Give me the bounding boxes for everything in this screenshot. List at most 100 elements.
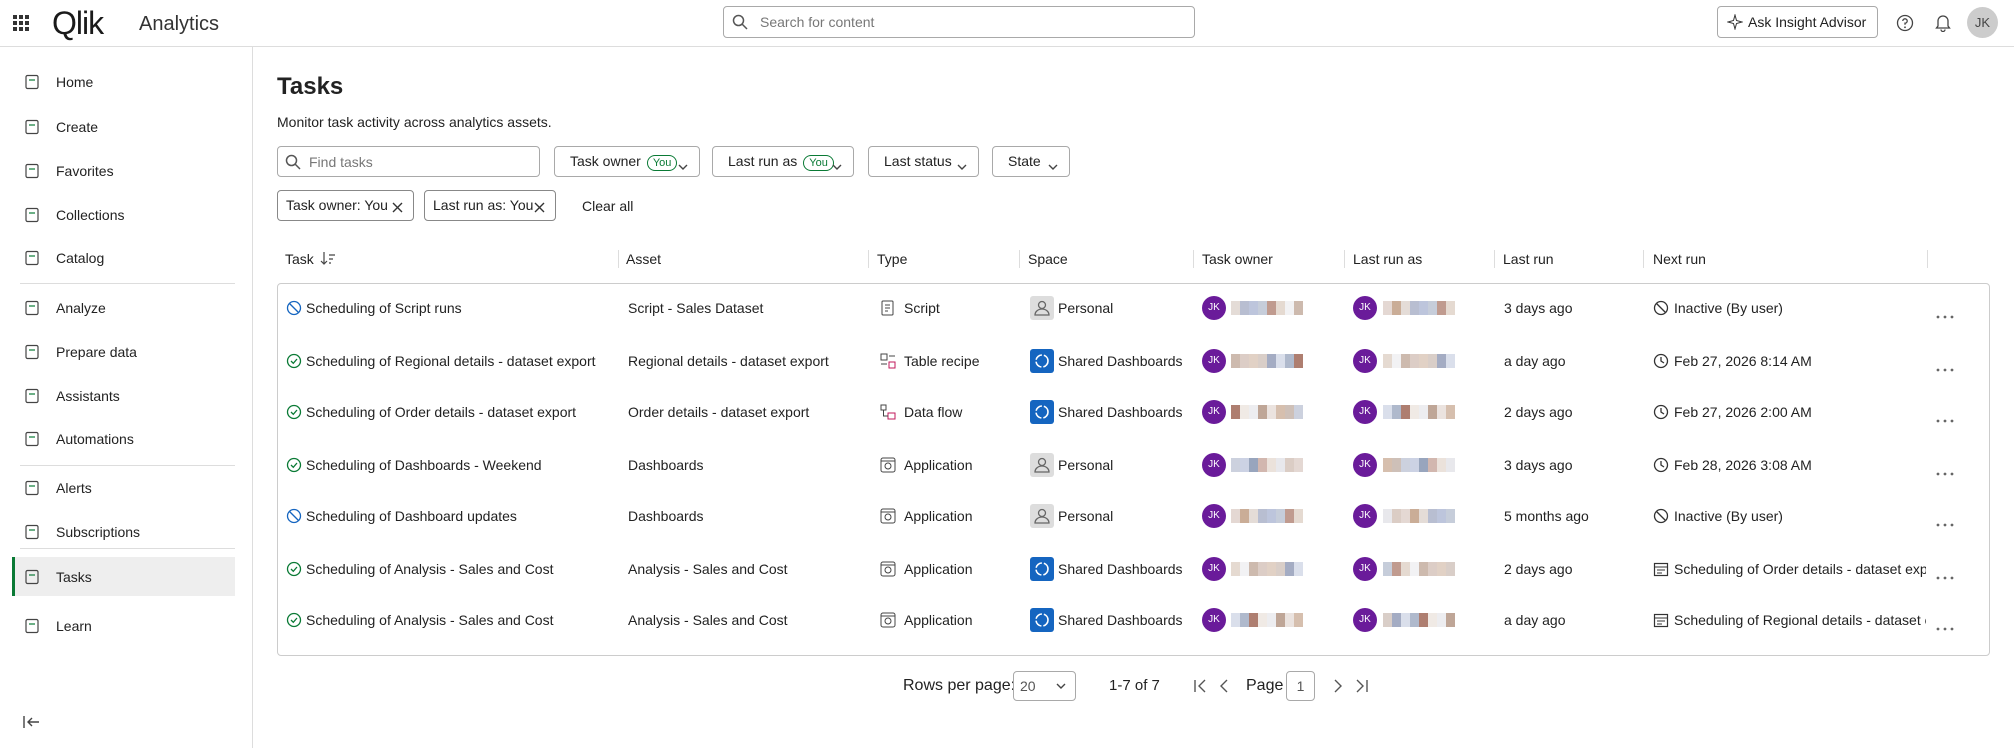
row-menu[interactable]: [1936, 514, 1954, 518]
nav-item[interactable]: Alerts: [56, 478, 92, 498]
space-label: Personal: [1058, 506, 1113, 526]
row-menu[interactable]: [1936, 567, 1954, 571]
type-icon: [879, 507, 897, 525]
nav-icon: [24, 524, 40, 540]
filter-dropdown[interactable]: State: [992, 146, 1070, 177]
filter-label: Last run as: [728, 153, 797, 169]
menu-icon[interactable]: [13, 15, 29, 31]
row-menu[interactable]: [1936, 306, 1954, 310]
redacted-name: [1276, 301, 1285, 315]
redacted-name: [1285, 613, 1294, 627]
nav-item[interactable]: Create: [56, 117, 98, 137]
space-icon: [1030, 504, 1054, 528]
redacted-name: [1231, 562, 1240, 576]
nav-item[interactable]: Collections: [56, 205, 124, 225]
row-menu[interactable]: [1936, 359, 1954, 363]
nav-item[interactable]: Automations: [56, 429, 134, 449]
column-separator: [618, 250, 619, 268]
nav-item[interactable]: Subscriptions: [56, 522, 140, 542]
task-name[interactable]: Scheduling of Analysis - Sales and Cost: [306, 559, 553, 579]
nav-icon: [24, 569, 40, 585]
next-run-icon: [1653, 404, 1669, 420]
redacted-name: [1267, 458, 1276, 472]
column-separator: [1927, 250, 1928, 268]
sparkle-icon: [1727, 14, 1743, 30]
nav-item[interactable]: Learn: [56, 616, 92, 636]
nav-item[interactable]: Prepare data: [56, 342, 137, 362]
redacted-name: [1383, 354, 1392, 368]
status-icon: [286, 404, 302, 420]
task-name[interactable]: Scheduling of Regional details - dataset…: [306, 351, 596, 371]
task-name[interactable]: Scheduling of Script runs: [306, 298, 462, 318]
status-icon: [286, 612, 302, 628]
chevron: [678, 158, 688, 166]
asset-name: Regional details - dataset export: [628, 351, 829, 371]
owner-avatar: JK: [1202, 557, 1226, 581]
filter-label: Task owner: [570, 153, 641, 169]
redacted-name: [1419, 509, 1428, 523]
nav-item[interactable]: Assistants: [56, 386, 120, 406]
redacted-name: [1383, 562, 1392, 576]
next-run: Feb 27, 2026 2:00 AM: [1674, 402, 1812, 422]
row-menu[interactable]: [1936, 410, 1954, 414]
clear-all[interactable]: Clear all: [582, 196, 633, 216]
redacted-name: [1249, 509, 1258, 523]
next-run: Feb 28, 2026 3:08 AM: [1674, 455, 1812, 475]
nav-item[interactable]: Tasks: [56, 567, 92, 587]
user-avatar[interactable]: JK: [1967, 7, 1998, 38]
logo[interactable]: Qlik: [52, 4, 103, 42]
column-header: Last run as: [1353, 249, 1422, 269]
redacted-name: [1410, 354, 1419, 368]
redacted-name: [1240, 405, 1249, 419]
redacted-name: [1249, 458, 1258, 472]
row-menu[interactable]: [1936, 463, 1954, 467]
search-placeholder: Search for content: [760, 12, 874, 32]
redacted-name: [1383, 509, 1392, 523]
task-name[interactable]: Scheduling of Dashboards - Weekend: [306, 455, 542, 475]
redacted-name: [1258, 301, 1267, 315]
sidebar-divider: [20, 465, 235, 466]
asset-name: Analysis - Sales and Cost: [628, 610, 788, 630]
task-name[interactable]: Scheduling of Order details - dataset ex…: [306, 402, 576, 422]
last-run: 2 days ago: [1504, 559, 1573, 579]
type-label: Table recipe: [904, 351, 980, 371]
redacted-name: [1231, 458, 1240, 472]
column-header: Last run: [1503, 249, 1554, 269]
redacted-name: [1267, 509, 1276, 523]
redacted-name: [1276, 458, 1285, 472]
redacted-name: [1401, 509, 1410, 523]
page-input[interactable]: 1: [1286, 671, 1315, 701]
sidebar-border: [252, 47, 253, 748]
chevron: [1056, 682, 1066, 690]
collapse-icon[interactable]: [23, 715, 41, 729]
redacted-name: [1410, 405, 1419, 419]
redacted-name: [1401, 405, 1410, 419]
redacted-name: [1294, 354, 1303, 368]
row-menu[interactable]: [1936, 618, 1954, 622]
owner-avatar: JK: [1202, 296, 1226, 320]
redacted-name: [1428, 458, 1437, 472]
redacted-name: [1285, 301, 1294, 315]
run-as-avatar: JK: [1353, 504, 1377, 528]
bell-icon[interactable]: [1934, 13, 1952, 32]
task-name[interactable]: Scheduling of Dashboard updates: [306, 506, 517, 526]
active-nav-bg: [12, 557, 235, 596]
redacted-name: [1267, 354, 1276, 368]
type-label: Data flow: [904, 402, 962, 422]
task-name[interactable]: Scheduling of Analysis - Sales and Cost: [306, 610, 553, 630]
space-label: Shared Dashboards: [1058, 402, 1183, 422]
redacted-name: [1231, 509, 1240, 523]
redacted-name: [1446, 405, 1455, 419]
redacted-name: [1419, 613, 1428, 627]
help-icon[interactable]: [1896, 14, 1914, 32]
nav-item[interactable]: Analyze: [56, 298, 106, 318]
sort-icon[interactable]: [320, 250, 336, 266]
nav-item[interactable]: Favorites: [56, 161, 114, 181]
redacted-name: [1383, 301, 1392, 315]
nav-item[interactable]: Home: [56, 72, 93, 92]
nav-item[interactable]: Catalog: [56, 248, 104, 268]
filter-badge: You: [647, 155, 678, 171]
redacted-name: [1276, 562, 1285, 576]
redacted-name: [1258, 613, 1267, 627]
redacted-name: [1428, 301, 1437, 315]
